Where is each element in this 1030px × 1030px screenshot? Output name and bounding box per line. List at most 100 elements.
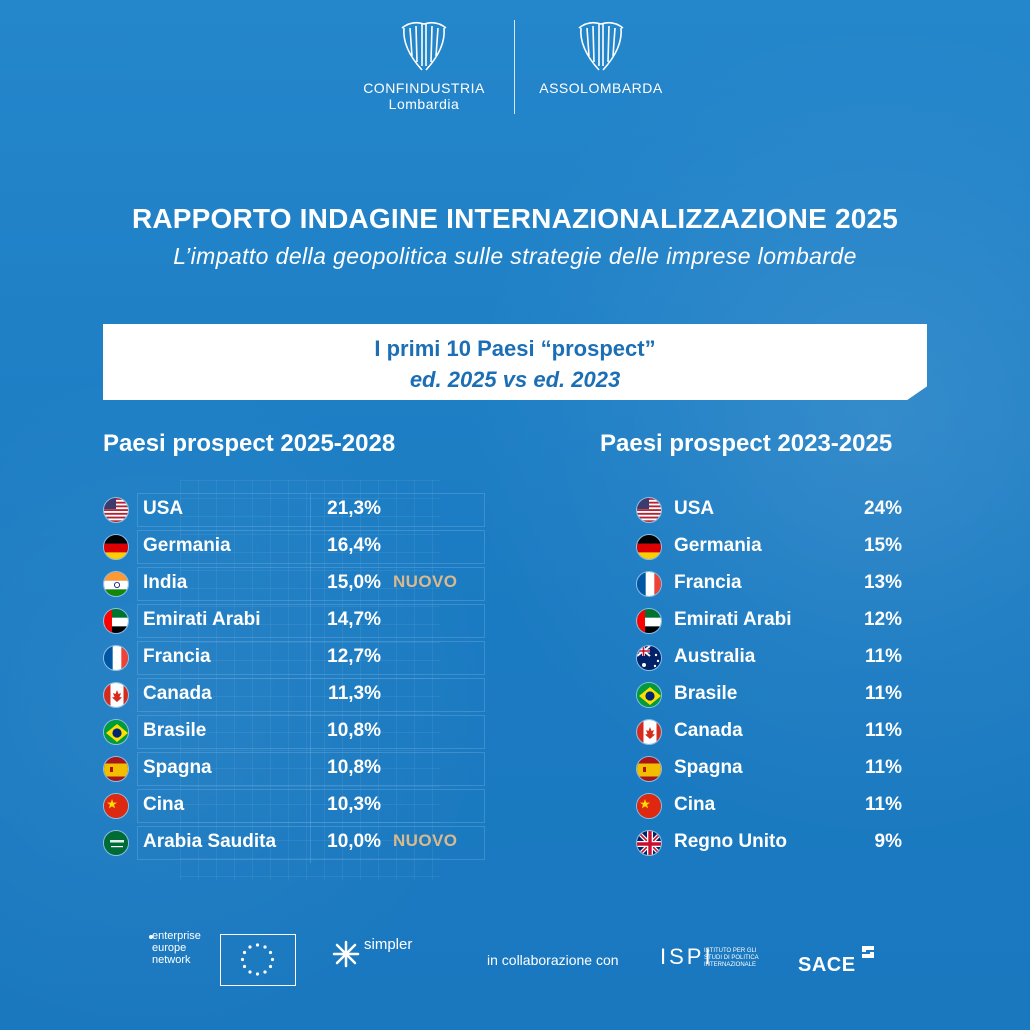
canada-flag-icon [636,719,662,745]
banner-title: I primi 10 Paesi “prospect” [374,336,656,361]
row-cell-border [137,752,485,786]
right-table-row: Spagna 11% [634,749,934,786]
country-percentage: 11% [865,646,902,667]
country-percentage: 10,8% [327,757,381,778]
assolombarda-name: ASSOLOMBARDA [539,80,663,96]
simpler-logo-text: simpler [364,936,413,953]
row-cell-border [137,715,485,749]
country-percentage: 24% [863,498,902,519]
australia-flag-icon [636,645,662,671]
left-table-row: Cina 10,3% [103,786,503,823]
country-percentage: 14,7% [327,609,381,630]
left-table-row: Francia 12,7% [103,638,503,675]
country-name: Regno Unito [674,831,787,852]
country-percentage: 15,0% [327,572,381,593]
uae-flag-icon [636,608,662,634]
row-cell-border [137,530,485,564]
right-column-title: Paesi prospect 2023-2025 [600,430,893,457]
country-name: India [143,572,188,593]
india-flag-icon [103,571,129,597]
assolombarda-mark-icon [578,21,624,71]
country-name: Spagna [674,757,743,778]
country-name: USA [674,498,715,519]
country-name: Cina [674,794,716,815]
row-cell-border [137,641,485,675]
footer: enterprise europe network simpler in col… [0,930,1030,990]
collaboration-text: in collaborazione con [487,952,619,968]
left-column-title: Paesi prospect 2025-2028 [103,430,396,457]
country-name: Australia [674,646,756,667]
country-name: Emirati Arabi [674,609,792,630]
country-name: Germania [674,535,762,556]
left-table-row: Germania 16,4% [103,527,503,564]
china-flag-icon [636,793,662,819]
sace-logo-text: SACE [798,954,856,976]
confindustria-mark-icon [401,21,447,71]
country-percentage: 12,7% [327,646,381,667]
left-table-row: Spagna 10,8% [103,749,503,786]
country-percentage: 11% [865,683,902,704]
right-table-row: USA 24% [634,490,934,527]
row-cell-border [137,789,485,823]
left-table-row: India 15,0% NUOVO [103,564,503,601]
country-name: Francia [143,646,211,667]
right-table-row: Emirati Arabi 12% [634,601,934,638]
ispi-subtext: ISTITUTO PER GLI STUDI DI POLITICA INTER… [704,948,759,968]
nuovo-badge: NUOVO [393,831,458,850]
right-table-row: Australia 11% [634,638,934,675]
left-table-row: Canada 11,3% [103,675,503,712]
sace-mark-icon [862,946,874,958]
ispi-logo-text: ISPI [660,944,714,969]
brazil-flag-icon [636,682,662,708]
country-name: Brasile [143,720,207,741]
country-name: Emirati Arabi [143,609,261,630]
left-country-list: USA 21,3% Germania 16,4% India 15,0% NUO… [103,490,503,863]
country-percentage: 9% [874,831,902,852]
country-name: Brasile [674,683,738,704]
usa-flag-icon [103,497,129,523]
row-cell-border [137,567,485,601]
uae-flag-icon [103,608,129,634]
eu-flag-icon [220,934,296,986]
country-percentage: 13% [863,572,902,593]
uk-flag-icon [636,830,662,856]
right-table-row: Francia 13% [634,564,934,601]
row-cell-border [137,604,485,638]
left-table-row: Brasile 10,8% [103,712,503,749]
right-table-row: Canada 11% [634,712,934,749]
country-name: Canada [674,720,743,741]
country-percentage: 12% [863,609,902,630]
saudi-flag-icon [103,830,129,856]
right-country-list: USA 24% Germania 15% Francia 13% Emirati… [634,490,934,860]
column-divider [310,493,311,863]
country-percentage: 11,3% [328,683,381,704]
usa-flag-icon [636,497,662,523]
country-percentage: 11% [865,720,902,741]
country-name: Arabia Saudita [143,831,277,852]
banner-subtitle: ed. 2025 vs ed. 2023 [409,367,621,392]
assolombarda-logo: ASSOLOMBARDA [536,18,666,96]
nuovo-badge: NUOVO [393,572,458,591]
country-percentage: 21,3% [327,498,381,519]
left-table-row: Arabia Saudita 10,0% NUOVO [103,823,503,860]
brazil-flag-icon [103,719,129,745]
right-table-row: Brasile 11% [634,675,934,712]
right-table-row: Regno Unito 9% [634,823,934,860]
right-table-row: Germania 15% [634,527,934,564]
country-name: USA [143,498,184,519]
country-percentage: 10,0% [327,831,381,852]
row-cell-border [137,493,485,527]
comparison-banner: I primi 10 Paesi “prospect” ed. 2025 vs … [103,324,927,400]
country-name: Germania [143,535,231,556]
left-table-row: Emirati Arabi 14,7% [103,601,503,638]
canada-flag-icon [103,682,129,708]
header-logos: CONFINDUSTRIA Lombardia ASSOLOMBARDA [0,18,1030,118]
confindustria-logo: CONFINDUSTRIA Lombardia [350,18,498,112]
page-subtitle: L’impatto della geopolitica sulle strate… [173,243,857,269]
background-texture [180,480,440,880]
simpler-star-icon [332,940,360,968]
een-logo: enterprise europe network [148,930,218,966]
een-text: enterprise europe network [152,930,201,966]
row-cell-border [137,826,485,860]
